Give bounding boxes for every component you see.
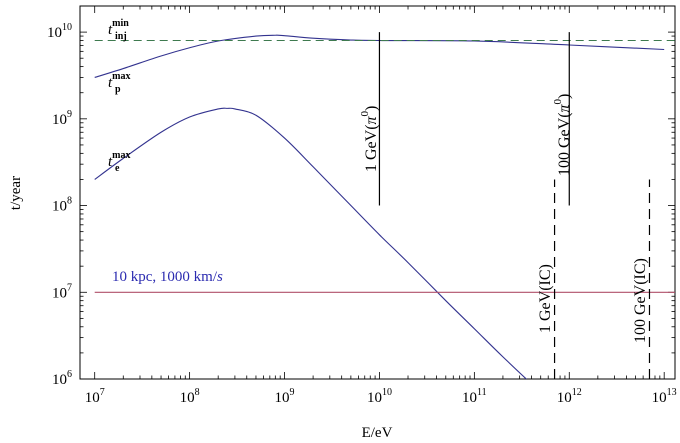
annotation-text: 10 kpc, 1000 km/ — [112, 269, 218, 285]
label-t-p-max-main: t — [108, 75, 113, 91]
y-tick-label-base: 10 — [52, 112, 67, 128]
x-tick-label-exponent: 7 — [100, 387, 105, 398]
x-tick-label-exponent: 12 — [572, 387, 582, 398]
marker-label-exp: 0 — [552, 98, 564, 104]
y-tick-label-base: 10 — [52, 372, 67, 388]
annotation-italic: s — [217, 269, 223, 285]
label-t-e-max-sub: e — [115, 163, 120, 174]
y-tick-label-exponent: 6 — [67, 369, 72, 380]
x-tick-label-base: 10 — [85, 390, 100, 406]
marker-label-text: 1 GeV( — [363, 124, 380, 172]
x-tick-label: 107 — [85, 387, 105, 406]
label-t-inj-min-sub: inj — [115, 31, 127, 42]
plot-frame — [79, 5, 676, 380]
x-tick-label-base: 10 — [275, 390, 290, 406]
marker-label-pi: π — [556, 103, 573, 112]
series-line-t-p-max — [94, 34, 665, 78]
x-tick-label: 1010 — [367, 387, 392, 406]
series-curves — [94, 34, 675, 379]
x-tick-label: 1011 — [462, 387, 487, 406]
marker-label-text: 100 GeV(IC) — [632, 258, 649, 343]
label-t-inj-min-main: t — [108, 22, 113, 38]
marker-label-pi0-100gev: 100 GeV(π0) — [552, 94, 573, 176]
y-tick-label: 108 — [52, 196, 72, 215]
x-tick-label: 1013 — [652, 387, 677, 406]
x-tick-label-exponent: 9 — [290, 387, 295, 398]
x-tick-label: 1012 — [557, 387, 582, 406]
label-t-inj-min-sup: min — [112, 18, 129, 29]
label-t-inj-min: tmin inj — [108, 18, 129, 42]
x-tick-label: 109 — [275, 387, 295, 406]
y-tick-label-exponent: 8 — [67, 196, 72, 207]
marker-label-text: 1 GeV(IC) — [537, 264, 554, 333]
marker-label-text: 100 GeV( — [556, 112, 573, 176]
vertical-markers — [378, 32, 651, 379]
x-tick-label-base: 10 — [462, 390, 477, 406]
marker-label-text: ) — [363, 106, 380, 111]
y-tick-label: 109 — [52, 109, 72, 128]
x-tick-label-exponent: 13 — [667, 387, 677, 398]
y-tick-label: 1010 — [47, 22, 72, 41]
chart-labels: 1 GeV(π0)100 GeV(π0)1 GeV(IC) 100 GeV(IC)… — [108, 18, 649, 343]
x-tick-label-exponent: 8 — [195, 387, 200, 398]
axis-ticks: 107 108 109 1010 1011 1012 1013106107108109101… — [47, 5, 677, 406]
marker-label-pi: π — [363, 115, 380, 124]
label-t-e-max-sup: max — [112, 150, 130, 161]
label-t-p-max: tmax p — [108, 71, 131, 95]
marker-label-exp: 0 — [359, 110, 371, 116]
y-tick-label: 107 — [52, 282, 72, 301]
x-tick-label-exponent: 10 — [382, 387, 392, 398]
marker-label-ic-100gev: 100 GeV(IC) — [632, 258, 649, 343]
y-tick-label: 106 — [52, 369, 72, 388]
x-axis-label: E/eV — [362, 425, 393, 441]
x-tick-label-base: 10 — [180, 390, 195, 406]
x-tick-label-base: 10 — [367, 390, 382, 406]
marker-label-ic-1gev: 1 GeV(IC) — [537, 264, 554, 333]
label-t-e-max: tmax e — [108, 150, 131, 174]
marker-label-pi0-1gev: 1 GeV(π0) — [359, 106, 380, 172]
annotation-10kpc: 10 kpc, 1000 km/s — [112, 269, 223, 285]
x-tick-label-exponent: 11 — [477, 387, 487, 398]
y-tick-label-exponent: 10 — [62, 22, 72, 33]
y-axis-label: t/year — [8, 176, 24, 210]
y-tick-label-exponent: 9 — [67, 109, 72, 120]
x-tick-label: 108 — [180, 387, 200, 406]
y-tick-label-base: 10 — [47, 25, 62, 41]
x-tick-label-base: 10 — [652, 390, 667, 406]
x-tick-label-base: 10 — [557, 390, 572, 406]
label-t-p-max-sub: p — [115, 84, 121, 95]
y-tick-label-exponent: 7 — [67, 282, 72, 293]
y-tick-label-base: 10 — [52, 285, 67, 301]
y-tick-label-base: 10 — [52, 199, 67, 215]
label-t-e-max-main: t — [108, 154, 113, 170]
marker-label-text: ) — [556, 94, 573, 99]
series-line-t-e-max — [94, 107, 528, 379]
label-t-p-max-sup: max — [112, 71, 130, 82]
